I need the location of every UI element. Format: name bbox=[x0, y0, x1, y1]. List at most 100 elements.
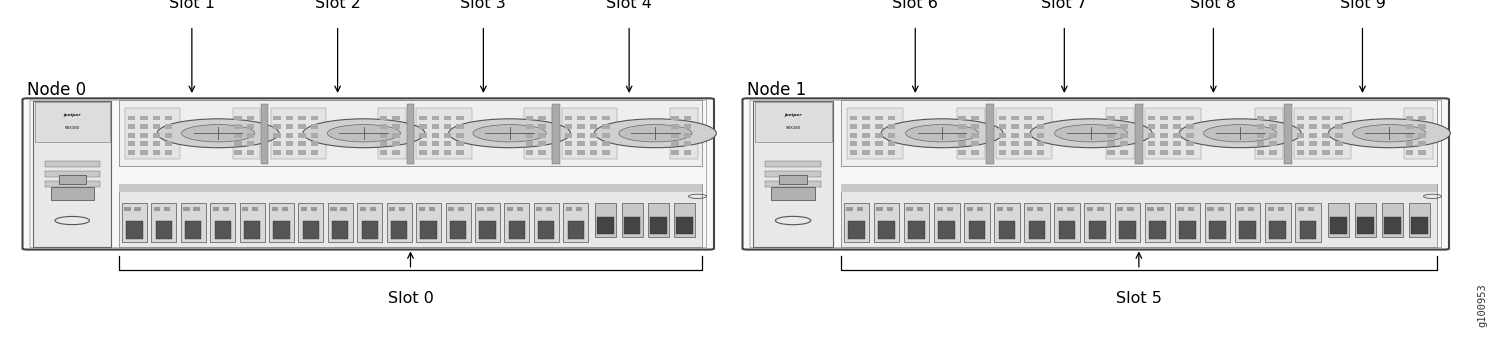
Bar bbox=[597, 217, 615, 234]
Bar bbox=[596, 203, 616, 237]
Bar bbox=[1257, 116, 1264, 120]
Bar bbox=[1148, 141, 1155, 146]
Bar bbox=[624, 217, 640, 234]
Bar bbox=[1011, 116, 1019, 120]
Bar bbox=[1107, 124, 1114, 129]
Bar bbox=[507, 207, 513, 212]
Bar bbox=[1066, 207, 1074, 212]
Bar bbox=[504, 203, 530, 242]
Bar bbox=[1268, 207, 1274, 212]
Bar bbox=[849, 141, 856, 146]
Bar bbox=[1410, 217, 1428, 234]
Bar bbox=[1419, 150, 1426, 155]
Bar bbox=[562, 108, 618, 159]
Bar bbox=[1024, 133, 1032, 138]
Bar bbox=[1384, 217, 1401, 234]
Bar bbox=[393, 133, 400, 138]
Bar bbox=[566, 133, 573, 138]
Bar bbox=[1310, 141, 1317, 146]
Circle shape bbox=[1030, 119, 1152, 148]
Bar bbox=[1186, 116, 1194, 120]
Bar bbox=[562, 203, 588, 242]
Bar bbox=[1161, 116, 1168, 120]
Bar bbox=[1088, 207, 1094, 212]
Bar bbox=[456, 150, 464, 155]
Bar bbox=[1188, 207, 1194, 212]
Bar bbox=[286, 150, 294, 155]
Bar bbox=[140, 116, 147, 120]
Bar bbox=[1161, 141, 1168, 146]
Bar bbox=[1269, 124, 1276, 129]
Bar bbox=[590, 141, 597, 146]
Bar bbox=[1296, 133, 1305, 138]
Bar bbox=[286, 116, 294, 120]
Bar bbox=[232, 108, 261, 159]
Text: SRX380: SRX380 bbox=[64, 126, 80, 130]
Bar bbox=[429, 207, 435, 212]
Bar bbox=[1335, 133, 1342, 138]
Bar bbox=[273, 141, 280, 146]
Bar bbox=[566, 116, 573, 120]
Bar bbox=[1120, 116, 1128, 120]
Bar bbox=[970, 141, 980, 146]
Bar bbox=[153, 124, 160, 129]
Bar bbox=[672, 150, 680, 155]
Bar bbox=[456, 133, 464, 138]
Bar bbox=[244, 221, 261, 239]
Bar bbox=[118, 184, 702, 247]
Bar bbox=[970, 124, 980, 129]
Bar bbox=[840, 184, 1437, 192]
Bar bbox=[1178, 207, 1184, 212]
Bar bbox=[1284, 104, 1292, 164]
Circle shape bbox=[448, 119, 570, 148]
Bar bbox=[393, 141, 400, 146]
Bar bbox=[672, 124, 680, 129]
Bar bbox=[1106, 108, 1134, 159]
Bar bbox=[246, 124, 254, 129]
Bar bbox=[122, 203, 147, 242]
Bar bbox=[246, 116, 254, 120]
Bar bbox=[888, 124, 896, 129]
Bar bbox=[444, 124, 452, 129]
Bar bbox=[488, 207, 494, 212]
Bar bbox=[1173, 141, 1180, 146]
Bar bbox=[958, 133, 966, 138]
Bar bbox=[846, 108, 903, 159]
Bar bbox=[286, 124, 294, 129]
Bar bbox=[1238, 207, 1244, 212]
Bar bbox=[234, 141, 242, 146]
Bar bbox=[1036, 133, 1044, 138]
Bar bbox=[765, 181, 820, 187]
Bar bbox=[380, 124, 387, 129]
Circle shape bbox=[472, 125, 546, 142]
Bar bbox=[999, 124, 1006, 129]
Bar bbox=[273, 150, 280, 155]
Bar bbox=[1036, 150, 1044, 155]
Bar bbox=[1024, 116, 1032, 120]
Bar bbox=[34, 102, 110, 142]
Bar bbox=[1322, 141, 1330, 146]
Bar bbox=[419, 207, 424, 212]
Bar bbox=[906, 207, 914, 212]
Bar bbox=[1107, 150, 1114, 155]
Bar bbox=[1408, 203, 1430, 237]
Text: Slot 9: Slot 9 bbox=[1340, 0, 1386, 11]
Bar bbox=[1322, 116, 1330, 120]
Bar bbox=[1310, 150, 1317, 155]
Bar bbox=[58, 175, 86, 184]
Bar bbox=[1294, 203, 1320, 242]
Bar bbox=[1107, 116, 1114, 120]
Bar bbox=[273, 133, 280, 138]
Bar bbox=[1149, 221, 1166, 239]
Bar bbox=[684, 141, 692, 146]
Bar bbox=[1296, 150, 1305, 155]
Bar bbox=[298, 116, 306, 120]
Bar bbox=[1186, 124, 1194, 129]
Bar bbox=[298, 203, 324, 242]
Bar bbox=[1269, 133, 1276, 138]
Bar bbox=[1186, 133, 1194, 138]
Bar bbox=[996, 108, 1053, 159]
Bar bbox=[1029, 221, 1045, 239]
Bar bbox=[124, 108, 180, 159]
Circle shape bbox=[620, 125, 692, 142]
